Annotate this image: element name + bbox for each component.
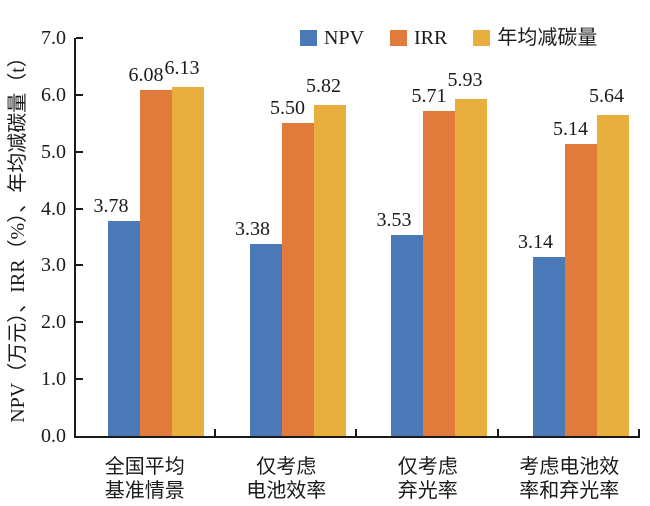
y-axis-tick [76, 264, 83, 267]
x-axis-tick [496, 429, 499, 436]
legend-label: IRR [414, 27, 448, 49]
legend-swatch-icon [390, 30, 408, 46]
legend-swatch-icon [300, 30, 317, 46]
category-label: 考虑电池效 率和弃光率 [499, 455, 640, 503]
y-axis-line [74, 38, 76, 438]
bar-value-label: 3.38 [235, 217, 270, 240]
y-axis-tick [76, 378, 83, 381]
x-axis-line [74, 436, 640, 438]
y-axis-tick [76, 321, 83, 324]
bar-IRR-0 [140, 90, 172, 436]
legend-item: 年均减碳量 [473, 28, 597, 48]
bar-IRR-1 [281, 123, 314, 436]
category-label-line: 全国平均 [104, 456, 185, 478]
y-tick-label: 0.0 [41, 425, 66, 447]
bar-NPV-0 [108, 221, 140, 436]
y-axis-tick [76, 150, 83, 153]
y-tick-label: 4.0 [41, 197, 66, 220]
category-label-line: 电池效率 [246, 480, 327, 502]
y-axis-tick [76, 207, 83, 210]
y-axis-tick [76, 37, 83, 39]
category-label-line: 弃光率 [397, 480, 458, 502]
bar-NPV-1 [249, 243, 282, 436]
y-axis-title: NPV（万元）、IRR（%）、年均减碳量（t） [7, 47, 29, 423]
legend-label: 年均减碳量 [497, 27, 598, 49]
bar-value-label: 6.08 [128, 64, 164, 87]
legend-item: IRR [390, 28, 447, 48]
legend-item: NPV [300, 28, 364, 48]
bar-NPV-2 [391, 235, 423, 436]
category-label-line: 率和弃光率 [519, 480, 620, 502]
bar-value-label: 5.50 [270, 97, 305, 120]
bar-value-label: 5.64 [589, 85, 624, 108]
bar-IRR-2 [423, 111, 455, 436]
bar-value-label: 6.13 [164, 57, 200, 80]
category-label: 全国平均 基准情景 [74, 455, 215, 503]
bar-value-label: 3.53 [376, 209, 412, 232]
bar-value-label: 5.93 [447, 68, 483, 91]
bar-value-label: 3.14 [518, 231, 553, 254]
legend: NPV IRR 年均减碳量 [300, 28, 597, 48]
y-tick-label: 6.0 [41, 83, 66, 106]
category-label-line: 基准情景 [104, 480, 185, 502]
y-tick-label: 3.0 [41, 254, 66, 277]
category-label-line: 考虑电池效 [519, 456, 620, 478]
bar-年均减碳量-2 [455, 98, 487, 436]
bar-年均减碳量-3 [596, 115, 629, 436]
bar-NPV-3 [532, 257, 565, 436]
category-label: 仅考虑 电池效率 [216, 455, 357, 503]
bar-value-label: 5.82 [306, 75, 341, 98]
bar-value-label: 5.71 [411, 85, 447, 108]
legend-swatch-icon [473, 30, 491, 46]
y-tick-label: 5.0 [41, 140, 66, 163]
bar-年均减碳量-1 [313, 105, 346, 436]
category-label-line: 仅考虑 [397, 456, 458, 478]
y-axis-tick [76, 93, 83, 96]
bar-IRR-3 [564, 143, 597, 436]
bar-年均减碳量-0 [172, 87, 204, 436]
bar-value-label: 3.78 [93, 195, 129, 218]
x-axis-tick [638, 429, 640, 436]
x-axis-tick [213, 429, 216, 436]
legend-label: NPV [324, 27, 365, 49]
y-tick-label: 7.0 [41, 27, 66, 49]
y-tick-label: 2.0 [41, 311, 66, 334]
x-axis-tick [355, 429, 357, 436]
category-label-line: 仅考虑 [256, 456, 317, 478]
category-label: 仅考虑 弃光率 [357, 455, 498, 503]
bar-value-label: 5.14 [553, 117, 588, 140]
y-tick-label: 1.0 [41, 368, 66, 391]
